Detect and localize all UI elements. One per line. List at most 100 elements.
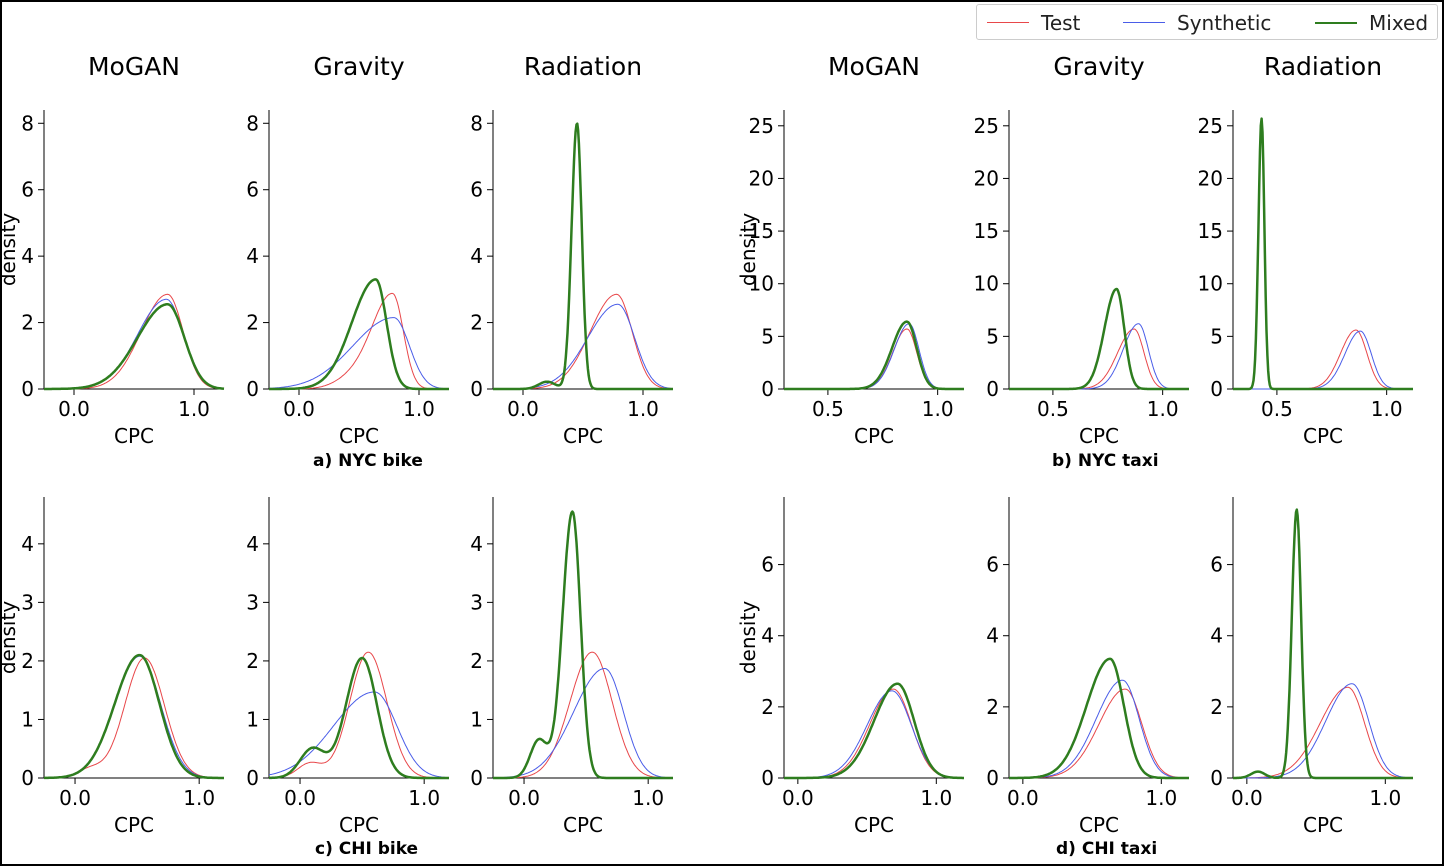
a-nyc-bike-radiation-series-test bbox=[493, 293, 674, 390]
b-nyc-taxi-gravity-ytick-label: 15 bbox=[974, 219, 999, 243]
legend-swatch-mixed bbox=[1315, 22, 1357, 24]
a-nyc-bike-gravity-ytick-label: 2 bbox=[246, 311, 259, 335]
c-chi-bike-mogan-ytick-label: 2 bbox=[21, 649, 34, 673]
c-chi-bike-mogan-ylabel: density bbox=[0, 601, 20, 674]
c-chi-bike-radiation-ytick-label: 2 bbox=[470, 649, 483, 673]
d-chi-taxi-gravity-xlabel: CPC bbox=[1079, 813, 1119, 837]
b-nyc-taxi-mogan-ylabel: density bbox=[736, 213, 760, 286]
b-nyc-taxi-gravity-ytick-label: 25 bbox=[974, 114, 999, 138]
c-chi-bike-radiation-series-synthetic bbox=[493, 668, 674, 779]
b-nyc-taxi-mogan-ytick-label: 20 bbox=[749, 166, 774, 190]
b-nyc-taxi-radiation-xtick-label: 1.0 bbox=[1371, 397, 1403, 421]
d-chi-taxi-gravity-ytick-label: 2 bbox=[986, 695, 999, 719]
b-nyc-taxi-radiation-ytick-label: 15 bbox=[1198, 219, 1223, 243]
b-nyc-taxi-mogan-series-test bbox=[784, 328, 964, 390]
c-chi-bike-radiation-ytick-label: 0 bbox=[470, 766, 483, 790]
c-chi-bike-radiation-series-mixed bbox=[492, 510, 674, 780]
a-nyc-bike-mogan-xtick-label: 1.0 bbox=[178, 397, 210, 421]
d-chi-taxi-radiation-ytick-label: 6 bbox=[1210, 553, 1223, 577]
d-chi-taxi-mogan-ytick-label: 6 bbox=[761, 553, 774, 577]
b-nyc-taxi-radiation-series-test bbox=[1233, 329, 1413, 390]
d-chi-taxi-gravity-ytick-label: 4 bbox=[986, 624, 999, 648]
b-nyc-taxi-gravity-xtick-label: 0.5 bbox=[1037, 397, 1069, 421]
d-chi-taxi-radiation-series-mixed bbox=[1232, 508, 1414, 780]
b-nyc-taxi-radiation-series-mixed bbox=[1232, 117, 1414, 391]
d-chi-taxi-mogan-ytick-label: 2 bbox=[761, 695, 774, 719]
b-nyc-taxi-gravity-ytick-label: 20 bbox=[974, 166, 999, 190]
d-chi-taxi-mogan-series-test bbox=[784, 688, 964, 779]
caption-chi-taxi: d) CHI taxi bbox=[1056, 839, 1158, 859]
a-nyc-bike-radiation-ytick-label: 6 bbox=[470, 178, 483, 202]
a-nyc-bike-gravity-ytick-label: 0 bbox=[246, 377, 259, 401]
d-chi-taxi-mogan-xtick-label: 0.0 bbox=[782, 786, 814, 810]
caption-chi-bike: c) CHI bike bbox=[315, 839, 419, 859]
d-chi-taxi-gravity-xtick-label: 1.0 bbox=[1145, 786, 1177, 810]
c-chi-bike-radiation-xlabel: CPC bbox=[563, 813, 603, 837]
c-chi-bike-mogan-ytick-label: 0 bbox=[21, 766, 34, 790]
d-chi-taxi-radiation-ytick-label: 0 bbox=[1210, 766, 1223, 790]
c-chi-bike-mogan-xtick-label: 1.0 bbox=[183, 786, 215, 810]
b-nyc-taxi-gravity-ytick-label: 5 bbox=[986, 324, 999, 348]
c-chi-bike-gravity-ytick-label: 3 bbox=[246, 590, 259, 614]
c-chi-bike-radiation-ytick-label: 4 bbox=[470, 532, 483, 556]
c-chi-bike-gravity-series-mixed bbox=[268, 656, 450, 780]
b-nyc-taxi-mogan-xtick-label: 0.5 bbox=[812, 397, 844, 421]
a-nyc-bike-radiation-ytick-label: 0 bbox=[470, 377, 483, 401]
d-chi-taxi-radiation-ytick-label: 4 bbox=[1210, 624, 1223, 648]
c-chi-bike-radiation-xtick-label: 1.0 bbox=[632, 786, 664, 810]
b-nyc-taxi-gravity-ytick-label: 0 bbox=[986, 377, 999, 401]
a-nyc-bike-radiation-xtick-label: 1.0 bbox=[627, 397, 659, 421]
legend-label-synthetic: Synthetic bbox=[1177, 11, 1272, 35]
a-nyc-bike-gravity-title: Gravity bbox=[313, 52, 405, 81]
b-nyc-taxi-mogan-xlabel: CPC bbox=[854, 424, 894, 448]
a-nyc-bike-radiation-ytick-label: 2 bbox=[470, 311, 483, 335]
a-nyc-bike-mogan-ytick-label: 8 bbox=[21, 111, 34, 135]
d-chi-taxi-mogan-series-mixed bbox=[783, 682, 965, 780]
b-nyc-taxi-radiation-title: Radiation bbox=[1264, 52, 1382, 81]
b-nyc-taxi-gravity-ytick-label: 10 bbox=[974, 272, 999, 296]
a-nyc-bike-gravity-xtick-label: 1.0 bbox=[403, 397, 435, 421]
c-chi-bike-mogan-ytick-label: 3 bbox=[21, 590, 34, 614]
legend-swatch-synthetic bbox=[1123, 22, 1165, 23]
b-nyc-taxi-radiation-xlabel: CPC bbox=[1303, 424, 1343, 448]
b-nyc-taxi-mogan-series-mixed bbox=[783, 320, 965, 391]
a-nyc-bike-mogan-ytick-label: 6 bbox=[21, 178, 34, 202]
c-chi-bike-mogan-series-test bbox=[44, 657, 224, 779]
d-chi-taxi-radiation-xtick-label: 1.0 bbox=[1369, 786, 1401, 810]
d-chi-taxi-radiation-ytick-label: 2 bbox=[1210, 695, 1223, 719]
a-nyc-bike-radiation-xlabel: CPC bbox=[563, 424, 603, 448]
b-nyc-taxi-mogan-ytick-label: 5 bbox=[761, 324, 774, 348]
a-nyc-bike-radiation-series-synthetic bbox=[493, 303, 673, 390]
b-nyc-taxi-gravity-xlabel: CPC bbox=[1079, 424, 1119, 448]
d-chi-taxi-mogan-xlabel: CPC bbox=[854, 813, 894, 837]
a-nyc-bike-radiation-title: Radiation bbox=[524, 52, 642, 81]
a-nyc-bike-radiation-ytick-label: 4 bbox=[470, 244, 483, 268]
c-chi-bike-mogan-ytick-label: 1 bbox=[21, 707, 34, 731]
c-chi-bike-mogan-series-mixed bbox=[43, 653, 225, 780]
a-nyc-bike-gravity-xtick-label: 0.0 bbox=[283, 397, 315, 421]
b-nyc-taxi-radiation-ytick-label: 5 bbox=[1210, 324, 1223, 348]
c-chi-bike-gravity-xtick-label: 0.0 bbox=[284, 786, 316, 810]
b-nyc-taxi-radiation-ytick-label: 10 bbox=[1198, 272, 1223, 296]
caption-nyc-taxi: b) NYC taxi bbox=[1052, 451, 1159, 471]
b-nyc-taxi-radiation-ytick-label: 0 bbox=[1210, 377, 1223, 401]
c-chi-bike-radiation-xtick-label: 0.0 bbox=[508, 786, 540, 810]
a-nyc-bike-radiation-xtick-label: 0.0 bbox=[507, 397, 539, 421]
d-chi-taxi-radiation-xtick-label: 0.0 bbox=[1231, 786, 1263, 810]
b-nyc-taxi-mogan-ytick-label: 25 bbox=[749, 114, 774, 138]
a-nyc-bike-gravity-ytick-label: 6 bbox=[246, 178, 259, 202]
b-nyc-taxi-radiation-ytick-label: 20 bbox=[1198, 166, 1223, 190]
d-chi-taxi-mogan-ylabel: density bbox=[736, 601, 760, 674]
d-chi-taxi-gravity-series-mixed bbox=[1008, 657, 1190, 780]
c-chi-bike-gravity-series-test bbox=[269, 651, 449, 779]
legend-label-mixed: Mixed bbox=[1369, 11, 1429, 35]
a-nyc-bike-mogan-ytick-label: 0 bbox=[21, 377, 34, 401]
b-nyc-taxi-mogan-series-synthetic bbox=[784, 323, 964, 390]
d-chi-taxi-gravity-xtick-label: 0.0 bbox=[1007, 786, 1039, 810]
a-nyc-bike-gravity-series-mixed bbox=[268, 278, 450, 391]
a-nyc-bike-mogan-ylabel: density bbox=[0, 213, 20, 286]
d-chi-taxi-mogan-xtick-label: 1.0 bbox=[920, 786, 952, 810]
d-chi-taxi-mogan-ytick-label: 0 bbox=[761, 766, 774, 790]
a-nyc-bike-mogan-xlabel: CPC bbox=[114, 424, 154, 448]
